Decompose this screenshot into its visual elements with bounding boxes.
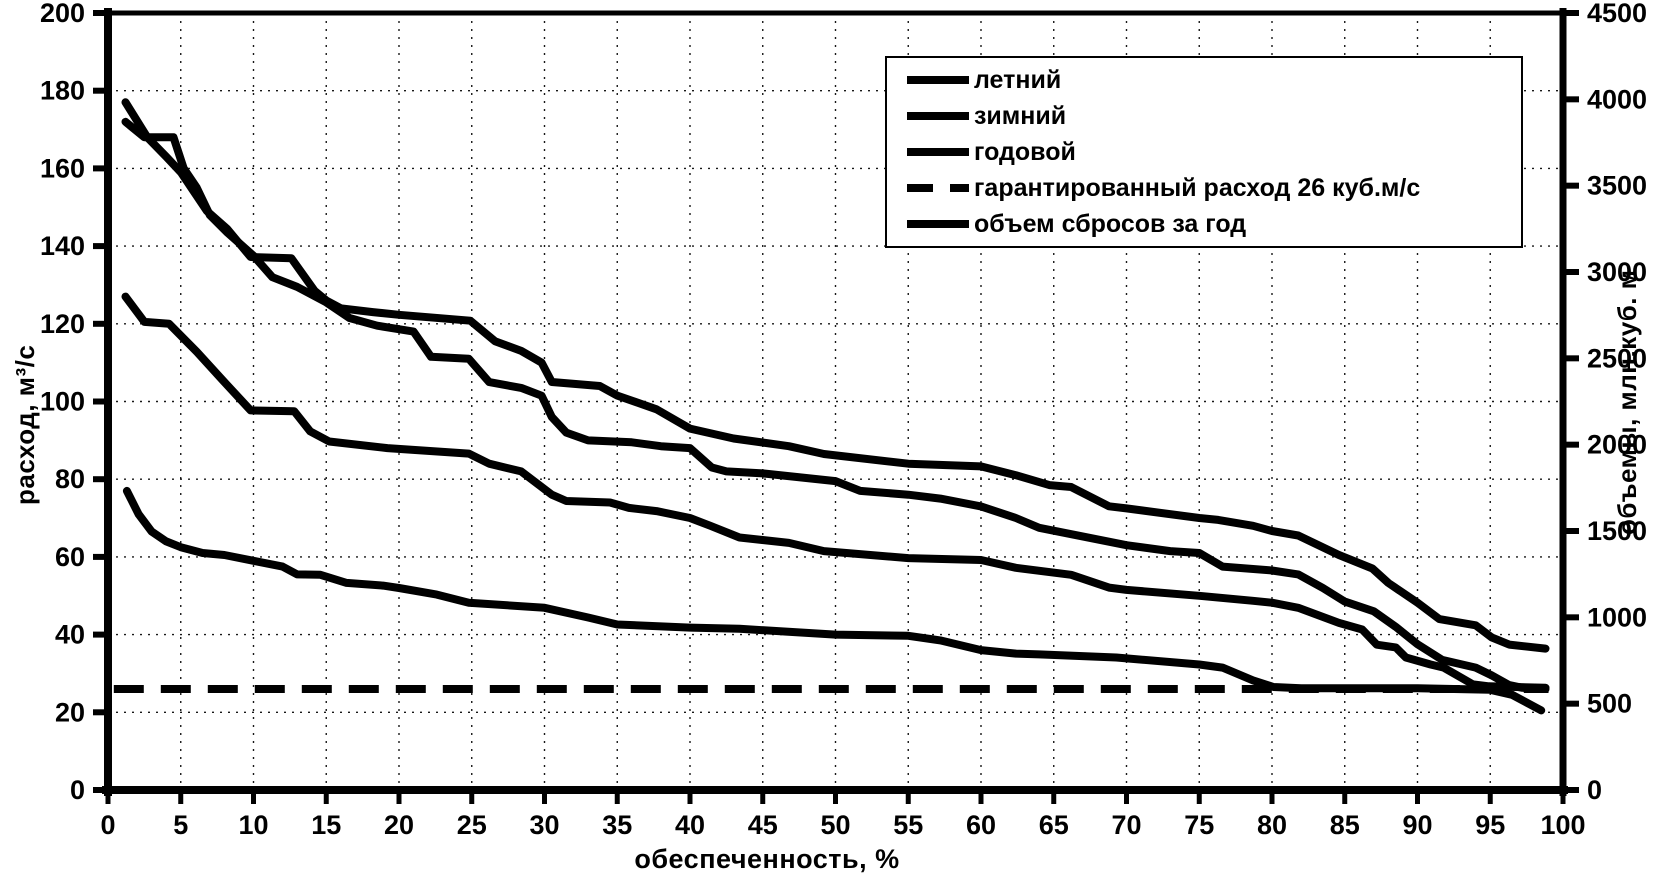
y-right-tick-label: 500 [1587, 689, 1632, 719]
y-right-tick-label: 3500 [1587, 171, 1647, 201]
x-tick-label: 85 [1330, 810, 1360, 840]
legend-entry-5: объем сбросов за год [907, 207, 1511, 241]
x-tick-label: 35 [602, 810, 632, 840]
legend-label: объем сбросов за год [974, 209, 1247, 238]
y-axis-title-right: объемы, млн.куб. м [1612, 269, 1642, 535]
y-left-tick-label: 180 [40, 76, 85, 106]
x-tick-label: 40 [675, 810, 705, 840]
x-tick-label: 70 [1111, 810, 1141, 840]
x-tick-label: 95 [1475, 810, 1505, 840]
y-right-tick-label: 1000 [1587, 602, 1647, 632]
y-right-tick-label: 2000 [1587, 430, 1647, 460]
x-tick-label: 45 [748, 810, 778, 840]
legend-entry-1: летний [907, 63, 1511, 97]
x-tick-label: 25 [457, 810, 487, 840]
series-line-2 [122, 486, 1546, 715]
legend-label: гарантированный расход 26 куб.м/с [974, 173, 1421, 202]
x-tick-label: 5 [173, 810, 188, 840]
legend: летний зимний годовой гарантированный расхо… [885, 56, 1523, 248]
legend-label: летний [974, 65, 1062, 94]
x-tick-label: 0 [100, 810, 115, 840]
x-tick-label: 15 [311, 810, 341, 840]
x-tick-label: 30 [529, 810, 559, 840]
y-right-tick-label: 2500 [1587, 343, 1647, 373]
x-tick-label: 55 [893, 810, 923, 840]
y-left-tick-label: 20 [55, 697, 85, 727]
x-tick-label: 50 [820, 810, 850, 840]
legend-line-sample [907, 76, 969, 84]
y-right-tick-label: 1500 [1587, 516, 1647, 546]
y-right-tick-label: 0 [1587, 775, 1602, 805]
x-tick-label: 65 [1039, 810, 1069, 840]
x-tick-label: 90 [1402, 810, 1432, 840]
legend-dashed-line-sample [907, 184, 969, 192]
x-tick-label: 75 [1184, 810, 1214, 840]
y-left-tick-label: 160 [40, 153, 85, 183]
legend-line-sample [907, 148, 969, 156]
y-axis-title-left: расход, м³/с [10, 344, 40, 505]
legend-line-sample [907, 220, 969, 228]
y-left-tick-label: 120 [40, 309, 85, 339]
y-left-tick-label: 100 [40, 387, 85, 417]
y-right-tick-label: 4000 [1587, 84, 1647, 114]
y-left-tick-label: 200 [40, 0, 85, 28]
x-tick-label: 10 [238, 810, 268, 840]
y-left-tick-label: 0 [70, 775, 85, 805]
legend-label: годовой [974, 137, 1076, 166]
series-line-1 [121, 117, 1550, 693]
x-tick-label: 20 [384, 810, 414, 840]
y-left-tick-label: 40 [55, 620, 85, 650]
y-left-tick-label: 80 [55, 464, 85, 494]
x-axis-title: обеспеченность, % [634, 844, 900, 874]
series-line-3 [121, 292, 1550, 692]
series-line-5 [121, 98, 1550, 653]
x-tick-label: 100 [1540, 810, 1585, 840]
y-right-tick-label: 3000 [1587, 257, 1647, 287]
legend-line-sample [907, 112, 969, 120]
legend-label: зимний [974, 101, 1067, 130]
y-right-tick-label: 4500 [1587, 0, 1647, 28]
legend-entry-4: гарантированный расход 26 куб.м/с [907, 171, 1511, 205]
legend-entry-2: зимний [907, 99, 1511, 133]
legend-entry-3: годовой [907, 135, 1511, 169]
x-tick-label: 60 [966, 810, 996, 840]
x-tick-label: 80 [1257, 810, 1287, 840]
y-left-tick-label: 60 [55, 542, 85, 572]
y-left-tick-label: 140 [40, 231, 85, 261]
